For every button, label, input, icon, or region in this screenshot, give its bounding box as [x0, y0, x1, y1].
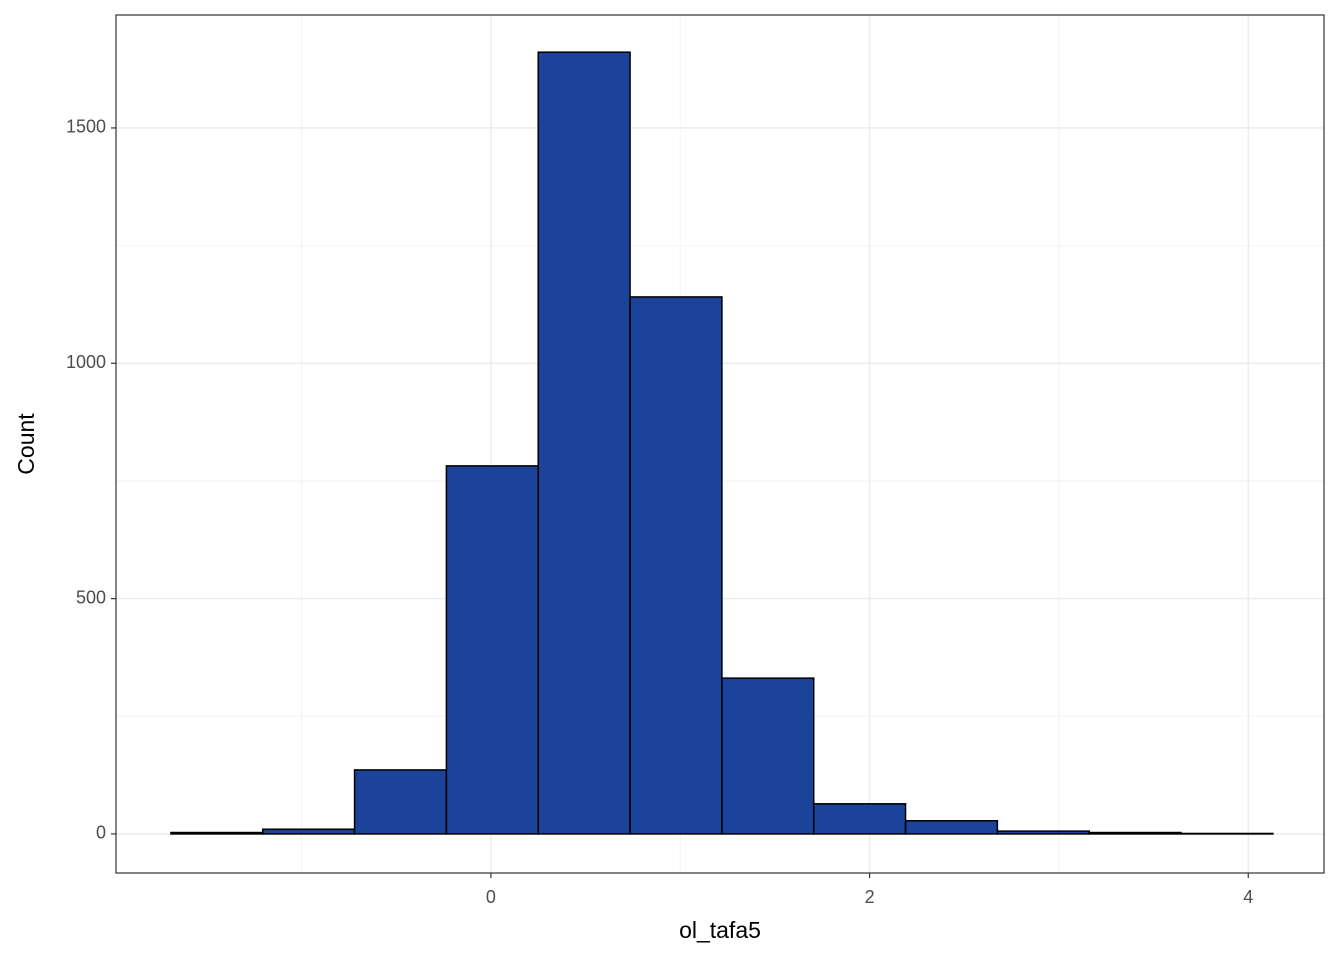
- bar: [171, 833, 263, 834]
- bar: [1089, 833, 1181, 834]
- x-tick-label: 0: [486, 887, 496, 907]
- y-tick-label: 1500: [66, 117, 106, 137]
- bar: [538, 52, 630, 834]
- bar: [355, 770, 447, 834]
- y-axis-title: Count: [13, 413, 39, 475]
- y-tick-label: 500: [76, 587, 106, 607]
- bar: [906, 821, 998, 834]
- x-axis-title: ol_tafa5: [679, 917, 761, 943]
- bar: [722, 678, 814, 834]
- x-tick-label: 2: [865, 887, 875, 907]
- x-tick-label: 4: [1243, 887, 1253, 907]
- y-tick-label: 0: [96, 823, 106, 843]
- y-tick-label: 1000: [66, 352, 106, 372]
- bar: [263, 829, 355, 834]
- bar: [814, 804, 906, 834]
- bar: [997, 831, 1089, 834]
- bar: [630, 297, 722, 834]
- bar: [446, 466, 538, 834]
